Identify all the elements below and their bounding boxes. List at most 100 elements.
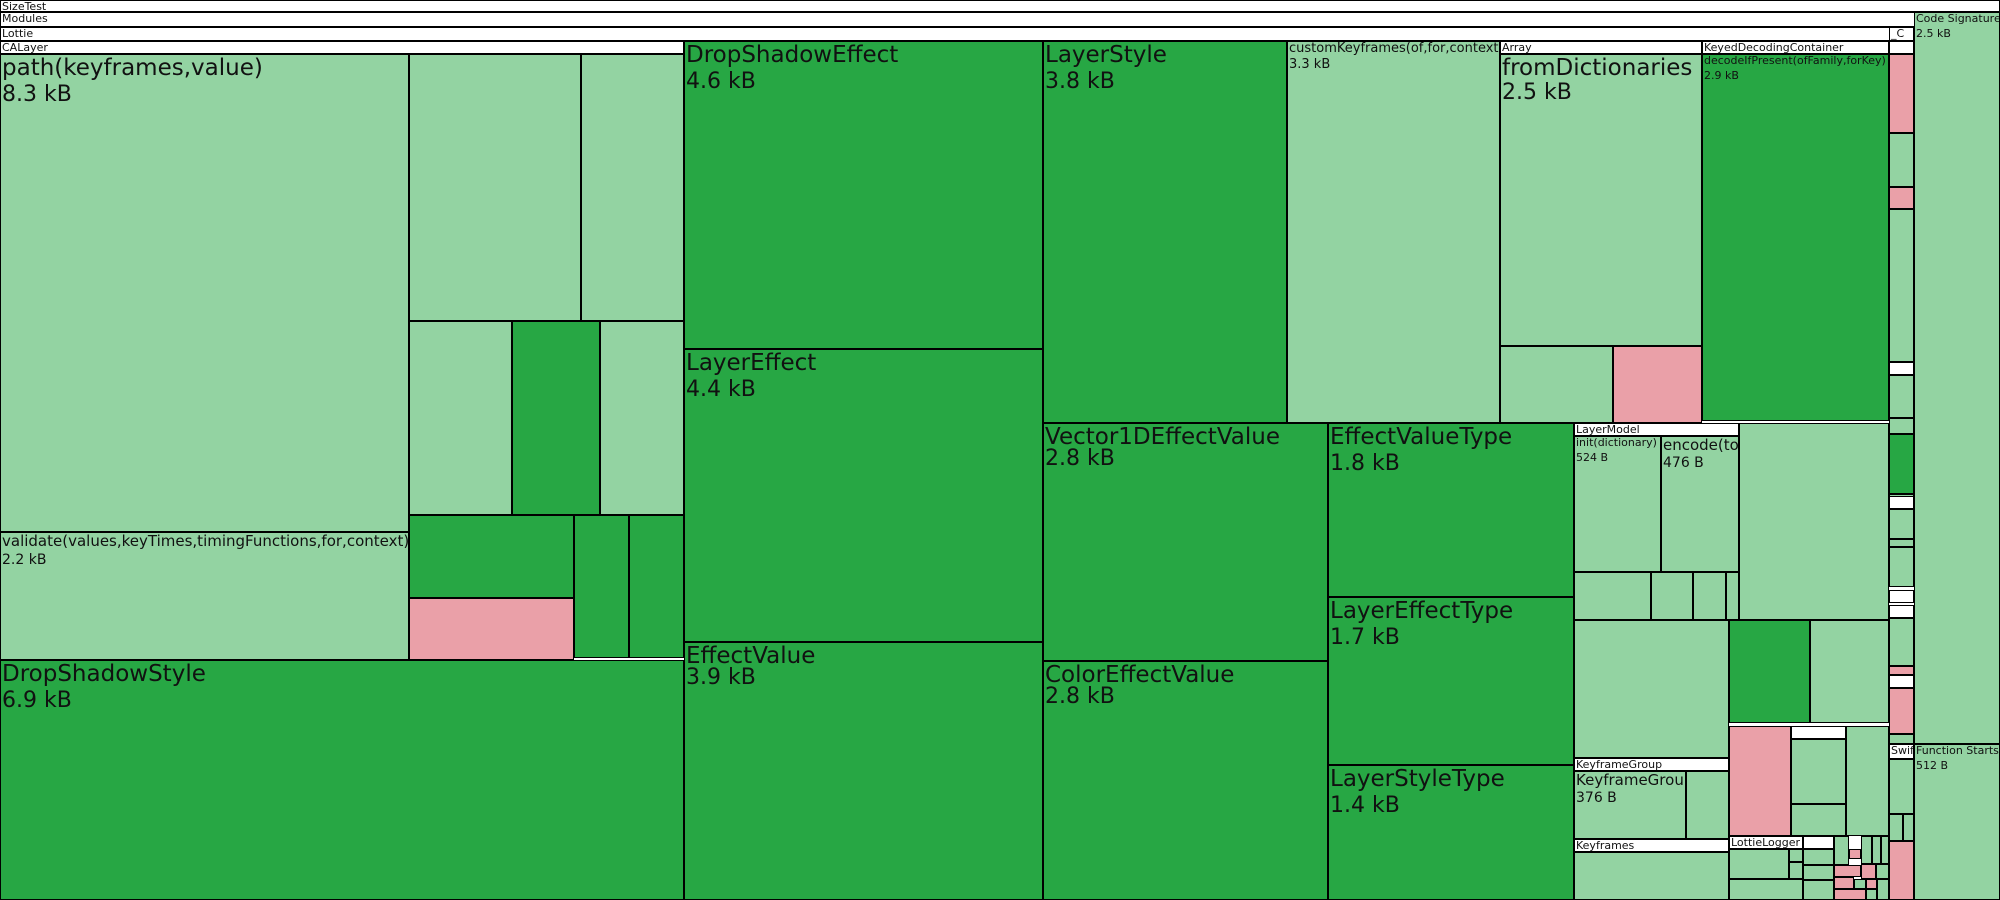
cell-light-q[interactable] [1574,852,1729,900]
header-keyframegroup[interactable]: KeyframeGroup [1574,758,1729,771]
cell-init[interactable]: init(dictionary) 524 B [1574,436,1661,572]
header-c[interactable]: _C [1889,27,1914,41]
strip-white-5[interactable] [1889,605,1914,618]
header-keyeddecoding[interactable]: KeyedDecodingContainer [1702,41,1889,54]
cell-light-s[interactable] [1789,849,1803,862]
cell-decodeifpresent[interactable]: decodeIfPresent(ofFamily,forKey) 2.9 kB [1702,54,1889,421]
cell-light-v[interactable] [1803,849,1834,865]
strip-white-2[interactable] [1889,362,1914,375]
cell-light-n[interactable] [1791,739,1846,804]
strip-light-11[interactable] [1889,759,1914,814]
cell-functionstarts[interactable]: Function Starts 512 B [1914,744,2000,900]
cell-dropshadoweffect[interactable]: DropShadowEffect 4.6 kB [684,41,1043,349]
cell-pink-e[interactable] [1834,865,1861,877]
strip-white-6[interactable] [1889,675,1914,688]
strip-light-6[interactable] [1889,509,1914,539]
cell-light-ad[interactable] [1854,879,1866,889]
cell-pink-c[interactable] [1729,726,1791,836]
header-lottielogger[interactable]: LottieLogger [1729,836,1803,849]
cell-light-b[interactable] [581,54,684,321]
cell-light-y[interactable] [1834,836,1849,865]
strip-light-7[interactable] [1889,539,1914,547]
cell-light-z[interactable] [1861,836,1872,864]
strip-light-13[interactable] [1903,814,1914,841]
cell-light-m[interactable] [1686,771,1729,839]
cell-coloreffect[interactable]: ColorEffectValue 2.8 kB [1043,661,1328,900]
cell-path[interactable]: path(keyframes,value) 8.3 kB [0,54,409,532]
cell-light-g[interactable] [1651,572,1693,620]
cell-light-c[interactable] [409,321,512,515]
cell-layereffecttype[interactable]: LayerEffectType 1.7 kB [1328,597,1574,765]
strip-pink-3[interactable] [1889,666,1914,675]
strip-light-2[interactable] [1889,209,1914,362]
strip-light-12[interactable] [1889,814,1903,841]
strip-white-3[interactable] [1889,496,1914,509]
cell-light-i[interactable] [1726,572,1739,620]
cell-light-aa[interactable] [1872,836,1881,864]
cell-light-ab[interactable] [1881,836,1889,864]
strip-pink-2[interactable] [1889,187,1914,209]
cell-light-d[interactable] [600,321,684,515]
strip-dark-1[interactable] [1889,434,1914,494]
cell-pink-a[interactable] [409,598,574,660]
cell-layerstyletype[interactable]: LayerStyleType 1.4 kB [1328,765,1574,900]
strip-light-4[interactable] [1889,418,1914,434]
cell-dark-e[interactable] [1729,620,1810,723]
strip-light-8[interactable] [1889,547,1914,587]
header-sizetest[interactable]: SizeTest [0,0,2000,12]
cell-layerstyle[interactable]: LayerStyle 3.8 kB [1043,41,1287,423]
cell-pink-h[interactable] [1866,879,1877,889]
strip-white-4[interactable] [1889,590,1914,603]
header-modules[interactable]: Modules [0,12,2000,27]
cell-pink-f[interactable] [1861,864,1876,879]
cell-pink-b[interactable] [1613,346,1702,423]
strip-light-10[interactable] [1889,734,1914,744]
cell-keyframegroup[interactable]: KeyframeGroup 376 B [1574,771,1686,839]
cell-light-x[interactable] [1803,880,1834,900]
cell-white-k[interactable] [1791,726,1846,739]
cell-dark-a[interactable] [512,321,600,515]
cell-light-w[interactable] [1803,865,1834,880]
cell-light-j[interactable] [1739,423,1889,620]
cell-light-ae[interactable] [1877,879,1889,900]
cell-layereffect[interactable]: LayerEffect 4.4 kB [684,349,1043,642]
header-calayer[interactable]: CALayer [0,41,684,54]
strip-pink-5[interactable] [1889,841,1914,900]
strip-white-1[interactable] [1889,41,1914,54]
cell-customkeyframes[interactable]: customKeyframes(of,for,context) 3.3 kB [1287,41,1500,423]
cell-light-f[interactable] [1574,572,1651,620]
header-lottie[interactable]: Lottie [0,27,1890,41]
strip-pink-4[interactable] [1889,688,1914,734]
cell-light-o[interactable] [1791,804,1846,836]
cell-dark-d[interactable] [629,515,684,658]
cell-light-k[interactable] [1574,620,1729,758]
header-array[interactable]: Array [1500,41,1702,54]
cell-light-p[interactable] [1846,726,1889,836]
strip-light-1[interactable] [1889,133,1914,187]
cell-dark-b[interactable] [409,515,574,598]
cell-light-h[interactable] [1693,572,1726,620]
cell-effectvalue[interactable]: EffectValue 3.9 kB [684,642,1043,900]
cell-light-r[interactable] [1729,849,1789,879]
header-layermodel[interactable]: LayerModel [1574,423,1739,436]
cell-validate[interactable]: validate(values,keyTimes,timingFunctions… [0,532,409,660]
cell-light-l[interactable] [1810,620,1889,723]
cell-effectvaluetype[interactable]: EffectValueType 1.8 kB [1328,423,1574,597]
cell-white-l[interactable] [1803,836,1834,849]
strip-swift[interactable]: Swift [1889,744,1914,759]
cell-pink-d[interactable] [1849,849,1861,859]
cell-pink-i[interactable] [1834,889,1866,900]
cell-light-a[interactable] [409,54,581,321]
cell-dark-c[interactable] [574,515,629,658]
cell-light-t[interactable] [1789,862,1803,879]
cell-light-af[interactable] [1866,889,1877,900]
cell-dropshadowstyle[interactable]: DropShadowStyle 6.9 kB [0,660,684,900]
cell-codesignature[interactable]: Code Signature 2.5 kB [1914,12,2000,744]
cell-vector1d[interactable]: Vector1DEffectValue 2.8 kB [1043,423,1328,661]
cell-fromdictionaries[interactable]: fromDictionaries 2.5 kB [1500,54,1702,346]
cell-light-e[interactable] [1500,346,1613,423]
header-keyframes[interactable]: Keyframes [1574,839,1729,852]
strip-pink-1[interactable] [1889,54,1914,133]
cell-light-u[interactable] [1729,879,1803,900]
cell-encode[interactable]: encode(to) 476 B [1661,436,1739,572]
